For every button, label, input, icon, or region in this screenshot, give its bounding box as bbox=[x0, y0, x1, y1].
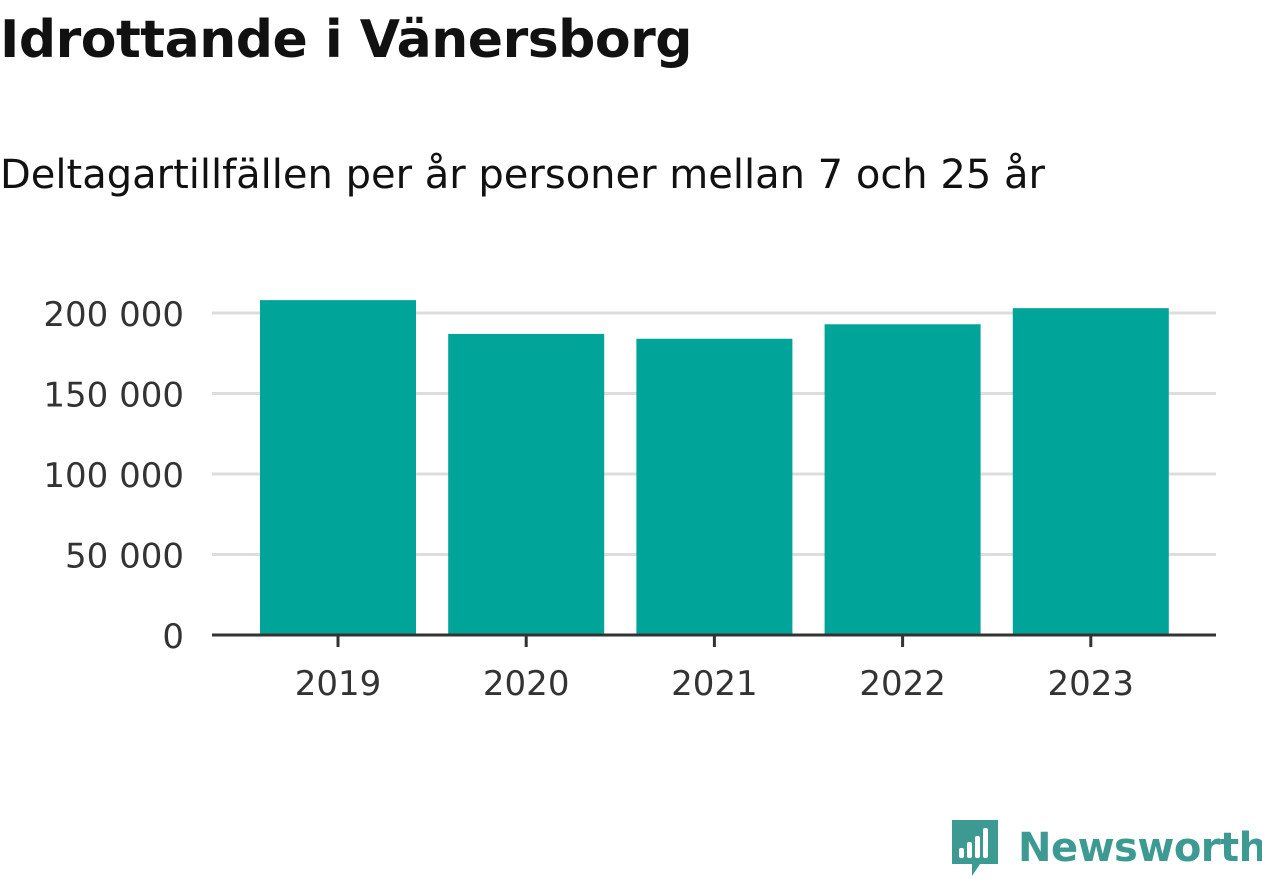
x-tick-label: 2022 bbox=[859, 664, 946, 704]
brand-name: Newsworthy bbox=[1018, 825, 1262, 871]
tick-labels: 0 50 000 100 000 150 000 200 000 2019 2020 2021… bbox=[43, 295, 1134, 704]
x-tick-label: 2020 bbox=[483, 664, 570, 704]
bar-chart: 0 50 000 100 000 150 000 200 000 2019 2020 2021… bbox=[43, 295, 1216, 704]
bar-2022 bbox=[824, 324, 981, 635]
y-tick-label: 0 bbox=[162, 617, 184, 657]
bar-2021 bbox=[636, 338, 793, 635]
y-tick-label: 50 000 bbox=[65, 537, 184, 577]
y-tick-label: 100 000 bbox=[43, 456, 184, 496]
brand-logo: Newsworthy bbox=[950, 818, 1262, 878]
x-tick-label: 2023 bbox=[1048, 664, 1135, 704]
y-tick-label: 200 000 bbox=[43, 295, 184, 335]
chart-subtitle: Deltagartillfällen per år personer mella… bbox=[0, 152, 1045, 198]
x-tick-label: 2021 bbox=[671, 664, 758, 704]
y-tick-label: 150 000 bbox=[43, 376, 184, 416]
bars bbox=[260, 300, 1169, 635]
x-tick-label: 2019 bbox=[295, 664, 382, 704]
bar-2023 bbox=[1012, 308, 1169, 635]
chart-title: Idrottande i Vänersborg bbox=[0, 10, 692, 70]
newsworthy-logo-icon bbox=[952, 820, 998, 876]
axes bbox=[212, 633, 1216, 647]
bar-2020 bbox=[448, 333, 605, 635]
bar-2019 bbox=[260, 300, 416, 635]
